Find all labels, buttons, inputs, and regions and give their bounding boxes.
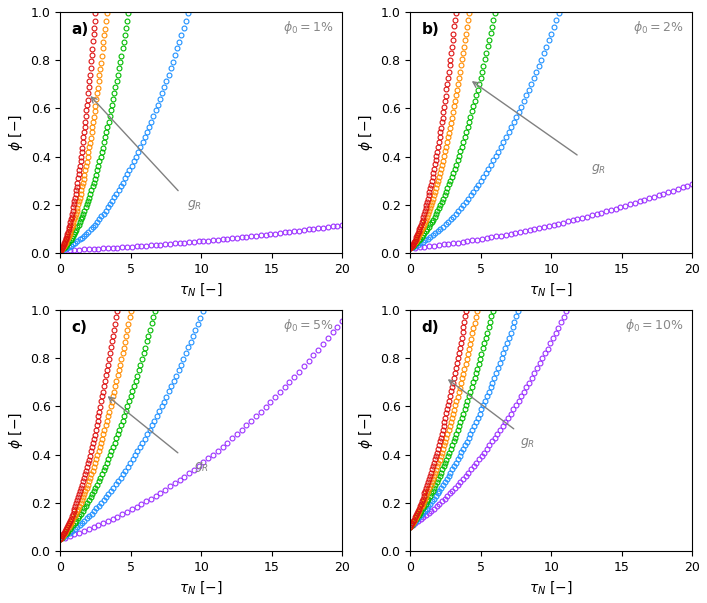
Text: $g_R$: $g_R$ (520, 436, 535, 450)
Text: $\phi_0 = 10\%$: $\phi_0 = 10\%$ (625, 317, 684, 334)
Text: $\phi_0 = 5\%$: $\phi_0 = 5\%$ (283, 317, 334, 334)
Text: a): a) (71, 22, 89, 37)
Text: d): d) (421, 320, 439, 335)
Y-axis label: $\phi\ [-]$: $\phi\ [-]$ (357, 114, 375, 151)
Text: $g_R$: $g_R$ (590, 162, 606, 176)
Text: $\phi_0 = 2\%$: $\phi_0 = 2\%$ (633, 19, 684, 36)
X-axis label: $\tau_N\ [-]$: $\tau_N\ [-]$ (179, 579, 223, 596)
X-axis label: $\tau_N\ [-]$: $\tau_N\ [-]$ (530, 579, 573, 596)
Text: b): b) (421, 22, 439, 37)
Y-axis label: $\phi\ [-]$: $\phi\ [-]$ (7, 114, 25, 151)
X-axis label: $\tau_N\ [-]$: $\tau_N\ [-]$ (179, 281, 223, 298)
Text: $g_R$: $g_R$ (187, 198, 202, 212)
Text: $\phi_0 = 1\%$: $\phi_0 = 1\%$ (283, 19, 334, 36)
Text: c): c) (71, 320, 88, 335)
Text: $g_R$: $g_R$ (194, 460, 209, 474)
X-axis label: $\tau_N\ [-]$: $\tau_N\ [-]$ (530, 281, 573, 298)
Y-axis label: $\phi\ [-]$: $\phi\ [-]$ (357, 412, 375, 449)
Y-axis label: $\phi\ [-]$: $\phi\ [-]$ (7, 412, 25, 449)
